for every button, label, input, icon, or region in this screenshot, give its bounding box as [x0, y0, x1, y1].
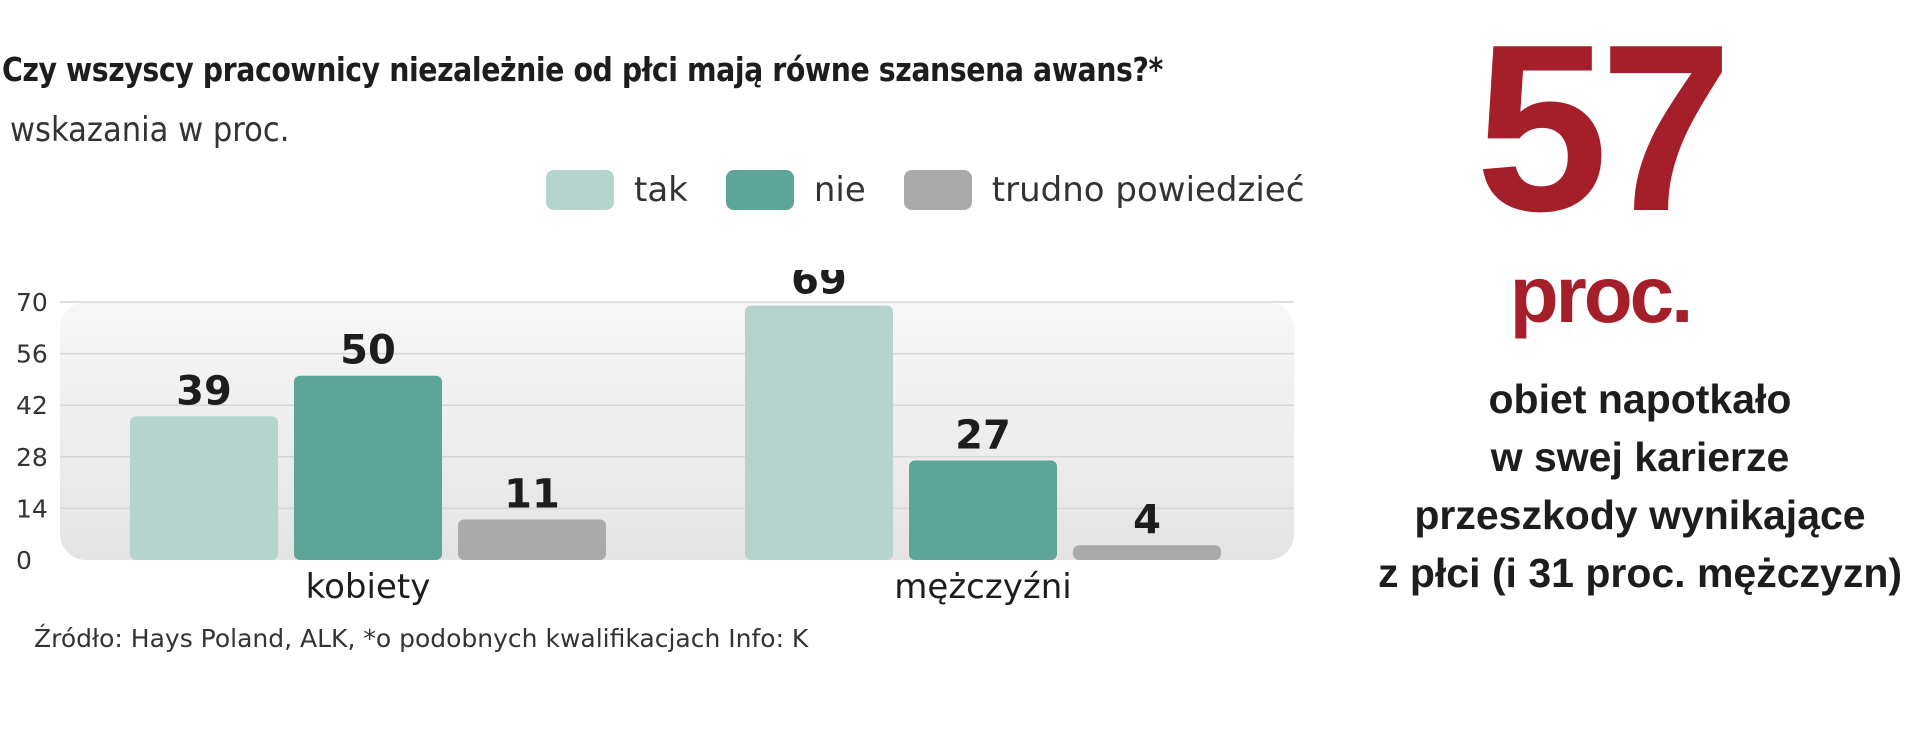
- data-label: 39: [176, 368, 232, 414]
- legend-item-trudno: trudno powiedzieć: [903, 170, 1305, 210]
- legend-label-nie: nie: [813, 170, 866, 210]
- y-tick-label: 0: [16, 546, 32, 575]
- source-note: Źródło: Hays Poland, ALK, *o podobnych k…: [34, 624, 809, 653]
- legend-swatch-trudno: [903, 170, 972, 210]
- category-label: mężczyźni: [894, 567, 1071, 607]
- y-tick-label: 14: [16, 494, 48, 523]
- bar-trudno-powiedzieć-0: [458, 519, 606, 560]
- highlight-line: obiet napotkało: [1488, 376, 1792, 422]
- chart-title: Czy wszyscy pracownicy niezależnie od pł…: [2, 50, 1163, 89]
- legend: tak nie trudno powiedzieć: [546, 168, 1342, 212]
- y-tick-label: 42: [16, 391, 48, 420]
- highlight-line: z płci (i 31 proc. mężczyzn): [1377, 550, 1903, 596]
- bar-nie-1: [909, 460, 1057, 560]
- highlight-unit: proc.: [1509, 250, 1694, 339]
- data-label: 11: [504, 471, 560, 517]
- bars: [130, 305, 1221, 560]
- gridlines: [60, 301, 1294, 510]
- bar-tak-0: [130, 416, 278, 560]
- y-tick-label: 28: [16, 443, 48, 472]
- legend-swatch-tak: [546, 170, 614, 210]
- y-tick-label: 56: [16, 340, 48, 369]
- y-tick-label: 70: [16, 288, 48, 317]
- legend-item-nie: nie: [725, 170, 866, 210]
- data-label: 27: [955, 412, 1011, 458]
- data-label: 69: [791, 270, 847, 304]
- data-label: 4: [1133, 497, 1161, 543]
- bar-trudno-powiedzieć-1: [1073, 545, 1221, 560]
- highlight-text: obiet napotkało w swej karierze przeszko…: [1360, 370, 1920, 602]
- data-label: 50: [340, 328, 396, 374]
- highlight-line: przeszkody wynikające: [1414, 492, 1866, 538]
- y-axis-ticks: 0 14 28 42 56 70: [16, 288, 48, 575]
- chart-subtitle: wskazania w proc.: [10, 110, 290, 150]
- bar-tak-1: [745, 305, 893, 560]
- highlight-line: w swej karierze: [1490, 434, 1790, 480]
- legend-label-tak: tak: [634, 170, 688, 210]
- legend-label-trudno: trudno powiedzieć: [991, 170, 1305, 210]
- data-labels: 39 50 11 69 27 4: [176, 270, 1161, 543]
- legend-item-tak: tak: [546, 170, 688, 210]
- legend-swatch-nie: [725, 170, 794, 210]
- category-labels: kobiety mężczyźni: [306, 567, 1072, 607]
- category-label: kobiety: [306, 567, 431, 607]
- bar-chart: 0 14 28 42 56 70 39 50 11 69 27 4 kobiety mężczyźni: [16, 270, 1294, 607]
- bar-nie-0: [294, 375, 442, 560]
- highlight-number: 57: [1475, 0, 1733, 261]
